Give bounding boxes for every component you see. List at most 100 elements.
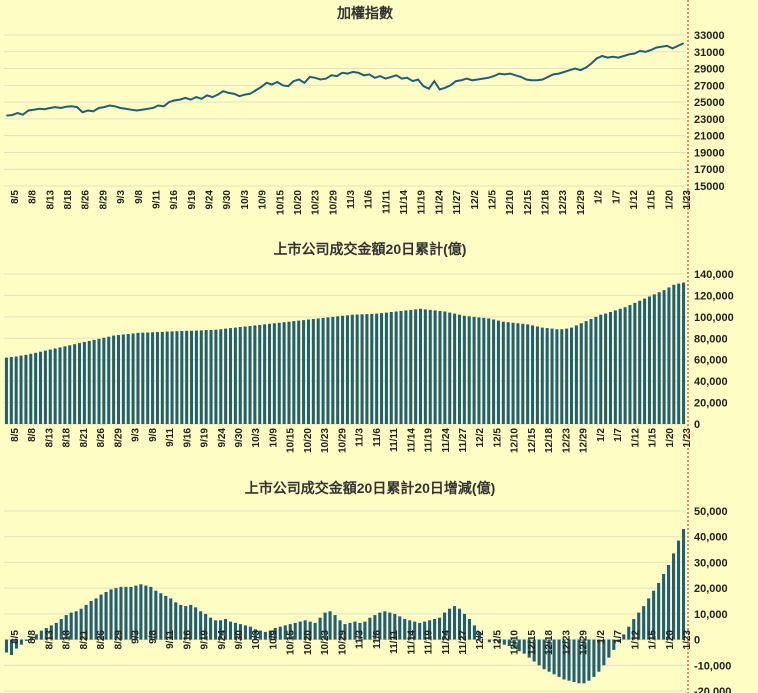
bar: [599, 314, 603, 424]
index-point: [509, 73, 511, 75]
y-tick-label: 23000: [694, 114, 725, 126]
bar: [542, 639, 546, 670]
x-tick-label: 10/3: [251, 630, 262, 650]
bar: [272, 323, 276, 424]
index-point: [536, 79, 538, 81]
bar: [404, 310, 408, 424]
bar: [151, 332, 155, 424]
bar: [501, 321, 505, 424]
x-tick-label: 12/2: [470, 190, 481, 210]
bar: [662, 290, 666, 424]
bar: [273, 628, 277, 640]
x-tick-label: 1/12: [630, 630, 641, 650]
y-tick-label: 19000: [694, 147, 725, 159]
x-tick-label: 11/24: [441, 428, 452, 453]
bar: [457, 314, 461, 424]
x-tick-label: 12/29: [576, 190, 587, 215]
bar: [131, 333, 135, 424]
y-tick-label: -10,000: [694, 660, 731, 672]
bar: [608, 312, 612, 424]
index-point: [325, 78, 327, 80]
bar: [472, 316, 476, 424]
index-point: [385, 78, 387, 80]
bar: [19, 355, 23, 424]
index-point: [406, 77, 408, 79]
x-tick-label: 8/21: [79, 630, 90, 650]
index-point: [661, 46, 663, 48]
index-point: [65, 106, 67, 108]
chart-change-title: 上市公司成交金額20日累計20日增減(億): [245, 480, 495, 496]
bar: [78, 343, 82, 424]
bar: [189, 604, 193, 640]
x-tick-label: 12/10: [505, 190, 516, 215]
bar: [204, 330, 208, 424]
index-point: [206, 94, 208, 96]
index-point: [146, 108, 148, 110]
x-tick-label: 10/23: [320, 428, 331, 453]
bar: [303, 620, 307, 640]
index-point: [130, 109, 132, 111]
index-point: [417, 78, 419, 81]
bar: [313, 622, 317, 640]
index-point: [119, 107, 121, 109]
bar: [154, 590, 158, 640]
index-point: [585, 67, 587, 69]
bar: [278, 626, 282, 640]
bar: [267, 323, 271, 424]
chart-turnover-title: 上市公司成交金額20日累計(億): [274, 241, 467, 257]
bar: [428, 309, 432, 424]
x-tick-label: 12/15: [527, 630, 538, 655]
x-tick-label: 10/20: [303, 428, 314, 453]
x-tick-label: 1/23: [682, 190, 693, 210]
bar: [34, 634, 38, 640]
bar: [592, 639, 596, 677]
bar: [531, 325, 535, 424]
bar: [487, 639, 491, 643]
x-tick-label: 11/6: [364, 190, 375, 209]
bar: [443, 612, 447, 640]
x-tick-label: 8/21: [79, 428, 90, 448]
bar: [223, 619, 228, 640]
bar: [677, 283, 681, 424]
index-point: [87, 109, 89, 112]
index-point: [412, 80, 414, 82]
bar: [318, 617, 322, 640]
x-tick-label: 1/2: [596, 630, 607, 644]
index-point: [190, 99, 192, 101]
bar: [44, 628, 48, 640]
bar: [355, 314, 359, 424]
bar: [194, 330, 198, 424]
bar: [637, 612, 641, 640]
bar: [190, 330, 194, 424]
bar: [370, 313, 374, 424]
index-point: [6, 114, 8, 117]
x-tick-label: 12/18: [544, 630, 555, 655]
bar: [448, 608, 452, 640]
y-tick-label: 20,000: [694, 398, 728, 410]
index-point: [60, 107, 62, 109]
bar: [14, 639, 18, 649]
bar: [121, 334, 125, 424]
bar: [492, 319, 496, 424]
index-point: [563, 71, 565, 73]
index-point: [525, 78, 527, 81]
bar: [628, 305, 632, 424]
x-tick-label: 8/18: [62, 428, 73, 448]
bar: [99, 594, 103, 640]
index-point: [677, 45, 679, 47]
bar: [136, 332, 140, 424]
index-point: [493, 75, 495, 77]
y-tick-label: -20,000: [694, 686, 731, 693]
bar: [348, 622, 352, 640]
index-point: [574, 68, 576, 70]
y-tick-label: 60,000: [694, 355, 728, 367]
x-tick-label: 8/8: [28, 190, 39, 204]
y-tick-label: 40,000: [694, 376, 728, 388]
bar: [517, 639, 521, 652]
x-tick-label: 9/19: [200, 630, 211, 650]
bar: [323, 612, 327, 640]
bar: [383, 611, 387, 640]
index-point: [81, 111, 84, 113]
x-tick-label: 9/30: [234, 630, 245, 650]
